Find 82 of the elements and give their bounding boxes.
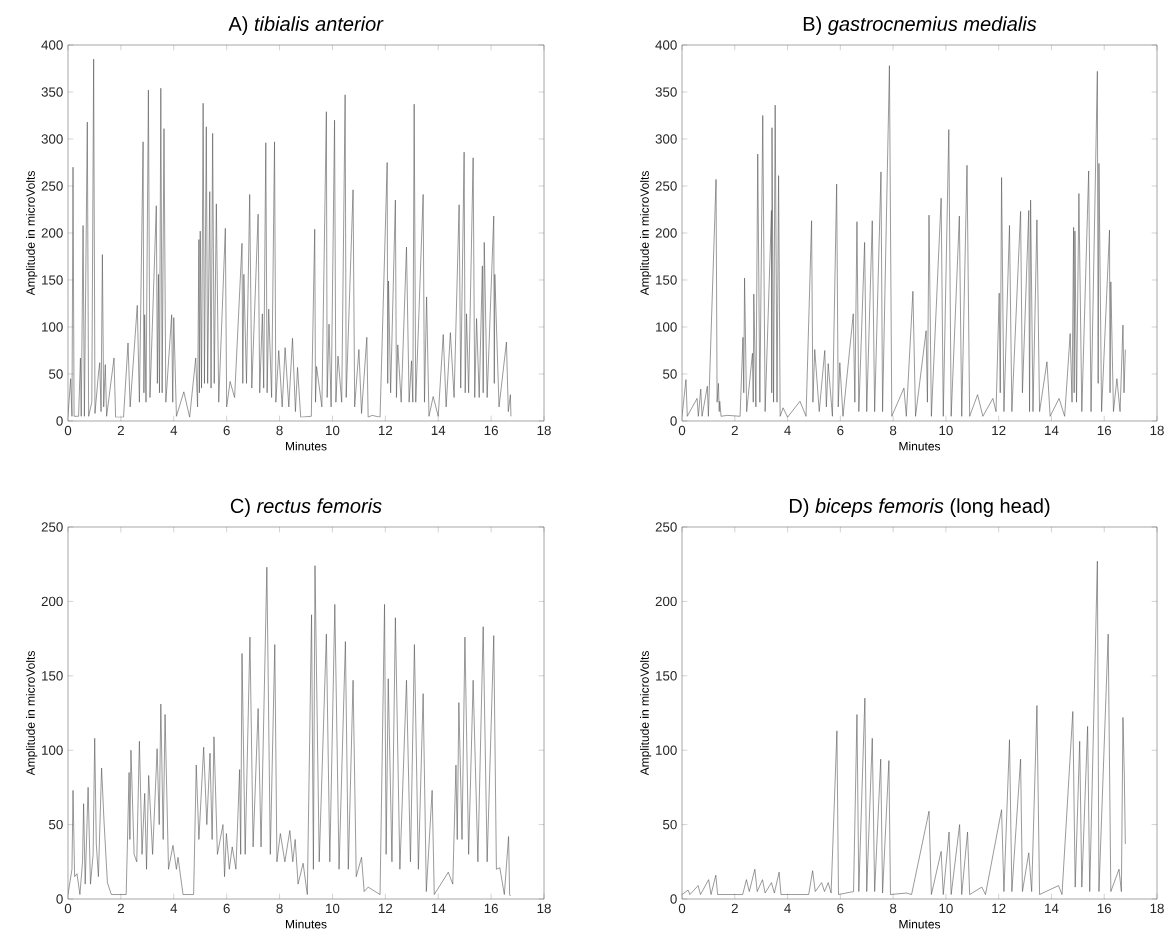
x-tick-label: 18 [1150, 903, 1164, 914]
x-tick-label: 0 [64, 425, 72, 436]
y-tick-label: 150 [42, 671, 63, 681]
x-tick-label: 8 [276, 903, 283, 914]
y-tick-label: 350 [655, 87, 677, 97]
x-tick-label: 2 [117, 903, 124, 914]
chart-title: D) biceps femoris (long head) [789, 498, 1050, 517]
y-tick-label: 250 [41, 522, 63, 532]
x-tick-label: 14 [1045, 425, 1059, 435]
x-tick-label: 16 [1097, 903, 1112, 914]
x-tick-label: 16 [484, 903, 498, 914]
x-tick-label: 6 [837, 903, 844, 914]
x-tick-label: 0 [678, 425, 686, 436]
x-tick-label: 8 [276, 425, 283, 436]
chart-title: A) tibialis anterior [228, 16, 384, 35]
y-tick-label: 200 [655, 596, 677, 607]
y-tick-label: 50 [663, 369, 677, 379]
y-tick-label: 200 [41, 228, 63, 238]
y-tick-label: 300 [41, 134, 63, 144]
y-tick-label: 50 [49, 819, 63, 830]
x-axis-title: Minutes [899, 919, 941, 929]
x-axis-title: Minutes [285, 441, 327, 451]
y-tick-label: 0 [670, 416, 677, 426]
chart-title: B) gastrocnemius medialis [803, 16, 1037, 35]
y-tick-label: 50 [663, 819, 677, 830]
y-tick-label: 200 [655, 228, 677, 238]
y-tick-label: 400 [41, 40, 63, 50]
y-tick-label: 250 [655, 181, 677, 191]
y-tick-label: 300 [655, 134, 677, 144]
x-tick-label: 4 [784, 903, 791, 913]
y-tick-label: 250 [41, 181, 63, 191]
y-tick-label: 50 [49, 369, 63, 379]
y-axis-title: Amplitude in microVolts [640, 171, 652, 296]
x-tick-label: 2 [117, 425, 124, 436]
x-tick-label: 4 [170, 903, 178, 913]
y-axis-title: Amplitude in microVolts [26, 171, 38, 296]
y-tick-label: 150 [656, 671, 677, 681]
y-tick-label: 350 [41, 87, 63, 97]
y-tick-label: 100 [656, 322, 677, 332]
x-tick-label: 10 [326, 903, 340, 914]
x-tick-label: 16 [1097, 425, 1112, 436]
y-tick-label: 100 [656, 745, 677, 755]
y-tick-label: 100 [42, 745, 63, 755]
x-tick-label: 2 [731, 425, 738, 436]
x-tick-label: 14 [431, 425, 446, 435]
x-tick-label: 10 [939, 425, 953, 436]
y-tick-label: 400 [655, 40, 677, 50]
x-tick-label: 6 [837, 425, 844, 436]
x-tick-label: 18 [1150, 425, 1164, 436]
y-tick-label: 150 [656, 275, 677, 285]
x-axis-title: Minutes [899, 441, 941, 451]
x-tick-label: 2 [731, 903, 738, 914]
x-tick-label: 14 [1045, 903, 1059, 913]
x-tick-label: 10 [326, 425, 340, 436]
x-tick-label: 18 [537, 903, 551, 914]
x-tick-label: 6 [223, 903, 230, 914]
x-tick-label: 12 [378, 425, 393, 436]
chart-title: C) rectus femoris [230, 498, 382, 517]
y-tick-label: 0 [670, 894, 677, 904]
y-tick-label: 250 [655, 522, 677, 532]
x-tick-label: 8 [890, 425, 897, 436]
x-tick-label: 4 [170, 425, 178, 435]
x-tick-label: 0 [678, 903, 686, 914]
x-tick-label: 18 [537, 425, 551, 436]
y-tick-label: 0 [56, 894, 63, 904]
x-tick-label: 16 [484, 425, 498, 436]
x-tick-label: 6 [223, 425, 230, 436]
y-tick-label: 100 [42, 322, 63, 332]
y-tick-label: 150 [42, 275, 63, 285]
x-tick-label: 0 [64, 903, 72, 914]
y-axis-title: Amplitude in microVolts [26, 651, 38, 776]
x-tick-label: 12 [992, 903, 1006, 914]
x-tick-label: 14 [431, 903, 446, 913]
y-tick-label: 0 [56, 416, 63, 426]
x-tick-label: 8 [890, 903, 897, 914]
x-tick-label: 12 [378, 903, 393, 914]
y-axis-title: Amplitude in microVolts [640, 651, 652, 776]
x-axis-title: Minutes [285, 919, 327, 929]
x-tick-label: 10 [939, 903, 953, 914]
x-tick-label: 4 [784, 425, 791, 435]
x-tick-label: 12 [992, 425, 1006, 436]
y-tick-label: 200 [41, 596, 63, 607]
